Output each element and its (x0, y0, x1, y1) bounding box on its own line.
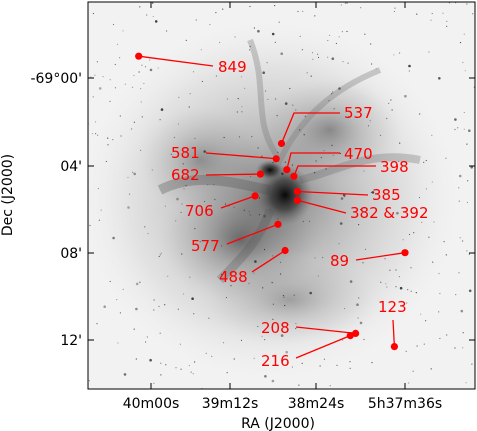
x-tick-label: 39m12s (202, 396, 259, 412)
source-label: 706 (185, 202, 214, 220)
source-89: 89 (330, 249, 409, 270)
source-marker (390, 343, 398, 351)
leader-line (297, 190, 369, 196)
leader-line (295, 334, 351, 359)
source-label: 385 (372, 186, 401, 204)
source-label: 581 (171, 144, 200, 162)
source-marker (293, 196, 301, 204)
source-label: 216 (261, 352, 290, 370)
x-axis: 40m00s 39m12s 38m24s 5h37m36s (123, 2, 442, 412)
leader-line (251, 249, 286, 273)
source-label: 488 (219, 268, 248, 286)
source-marker (346, 332, 354, 340)
source-382-and-392: 382 & 392 (293, 196, 429, 222)
source-706: 706 (185, 192, 259, 220)
source-marker (290, 172, 298, 180)
source-label: 849 (218, 58, 247, 76)
leader-line (293, 165, 376, 177)
source-marker (256, 170, 264, 178)
source-849: 849 (135, 52, 247, 76)
x-tick-label: 40m00s (123, 396, 180, 412)
source-label: 470 (344, 145, 373, 163)
source-488: 488 (219, 246, 289, 286)
source-577: 577 (191, 220, 282, 255)
y-axis: -69°00' 04' 08' 12' (30, 71, 475, 349)
source-marker (281, 246, 289, 255)
y-tick-label: 12' (60, 333, 82, 349)
leader-line (226, 223, 279, 245)
plot-area (87, 1, 476, 390)
source-label: 682 (171, 166, 200, 184)
source-marker (283, 166, 291, 174)
source-216: 216 (261, 332, 354, 370)
source-marker (251, 192, 259, 200)
source-label: 208 (261, 319, 290, 337)
source-470: 470 (283, 145, 373, 174)
source-label: 382 & 392 (350, 204, 429, 222)
x-tick-label: 5h37m36s (368, 396, 442, 412)
source-123: 123 (378, 298, 407, 351)
source-label: 123 (378, 298, 407, 316)
source-537: 537 (277, 104, 373, 148)
source-label: 89 (330, 252, 349, 270)
source-398: 398 (290, 158, 409, 180)
leader-line (280, 112, 340, 144)
source-marker (272, 155, 280, 163)
leader-line (220, 195, 256, 209)
leader-line (295, 326, 356, 335)
source-marker (401, 249, 409, 257)
y-tick-label: 08' (60, 246, 82, 262)
source-label: 537 (344, 104, 373, 122)
leader-line (355, 252, 406, 261)
nebula-image (88, 2, 475, 389)
y-tick-label: -69°00' (30, 71, 82, 87)
source-marker (293, 187, 301, 196)
leader-line (297, 199, 347, 214)
source-marker (274, 220, 282, 228)
source-208: 208 (261, 319, 360, 337)
y-tick-label: 04' (60, 159, 82, 175)
leader-line (205, 173, 261, 176)
leader-line (392, 319, 396, 347)
source-marker (135, 52, 143, 60)
source-label: 577 (191, 237, 220, 255)
y-axis-title: Dec (J2000) (0, 154, 16, 236)
source-682: 682 (171, 166, 264, 184)
source-label: 398 (380, 158, 409, 176)
x-axis-title: RA (J2000) (241, 416, 315, 431)
leader-line (286, 152, 340, 170)
source-385: 385 (293, 186, 401, 204)
x-tick-label: 38m24s (288, 396, 345, 412)
source-marker (277, 139, 286, 148)
leader-line (138, 55, 214, 67)
source-581: 581 (171, 144, 280, 163)
plot-frame (87, 1, 476, 390)
